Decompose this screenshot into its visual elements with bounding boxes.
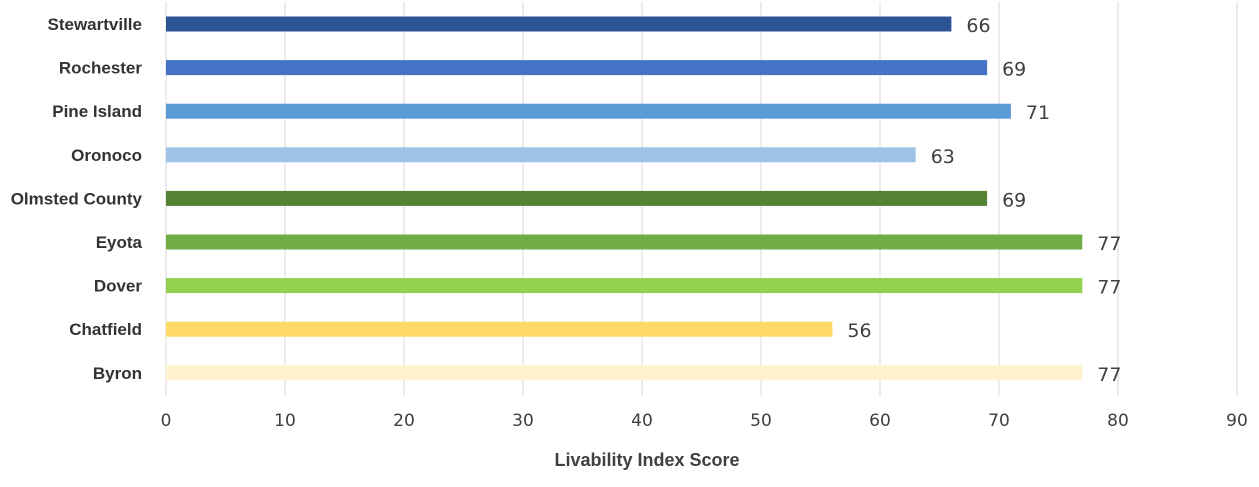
x-tick-label-0: 0: [161, 411, 172, 431]
category-label-olmsted-county: Olmsted County: [11, 189, 143, 208]
x-tick-label-60: 60: [869, 411, 891, 431]
data-label-pine-island: 71: [1026, 102, 1050, 124]
category-label-oronoco: Oronoco: [71, 146, 142, 165]
x-axis-title: Livability Index Score: [554, 450, 739, 470]
category-label-pine-island: Pine Island: [52, 102, 142, 121]
bar-oronoco: [166, 147, 916, 163]
category-label-byron: Byron: [93, 364, 142, 383]
data-label-olmsted-county: 69: [1002, 189, 1026, 211]
category-label-stewartville: Stewartville: [48, 15, 143, 34]
data-label-chatfield: 56: [847, 320, 871, 342]
category-label-rochester: Rochester: [59, 59, 143, 78]
x-tick-label-80: 80: [1107, 411, 1129, 431]
x-tick-label-10: 10: [274, 411, 296, 431]
data-label-rochester: 69: [1002, 59, 1026, 81]
x-tick-label-90: 90: [1226, 411, 1248, 431]
data-label-oronoco: 63: [931, 146, 955, 168]
category-label-eyota: Eyota: [96, 233, 143, 252]
data-label-eyota: 77: [1097, 233, 1121, 255]
x-tick-label-20: 20: [393, 411, 415, 431]
bar-byron: [166, 365, 1083, 381]
bars: [166, 16, 1083, 381]
data-label-dover: 77: [1097, 277, 1121, 299]
x-tick-label-40: 40: [631, 411, 653, 431]
category-label-dover: Dover: [94, 277, 143, 296]
data-label-byron: 77: [1097, 364, 1121, 386]
x-tick-label-30: 30: [512, 411, 534, 431]
x-tick-label-50: 50: [750, 411, 772, 431]
bar-rochester: [166, 60, 988, 76]
bar-eyota: [166, 234, 1083, 250]
bar-pine-island: [166, 103, 1011, 119]
category-labels: Stewartville Rochester Pine Island Oronoco O…: [11, 15, 143, 383]
x-tick-label-70: 70: [988, 411, 1010, 431]
x-axis-ticks: 0 10 20 30 40 50 60 70 80 90: [161, 411, 1248, 431]
bar-chatfield: [166, 321, 833, 337]
data-label-stewartville: 66: [966, 15, 990, 37]
bar-olmsted-county: [166, 190, 988, 206]
bar-dover: [166, 278, 1083, 294]
category-label-chatfield: Chatfield: [69, 320, 142, 339]
bar-stewartville: [166, 16, 952, 32]
